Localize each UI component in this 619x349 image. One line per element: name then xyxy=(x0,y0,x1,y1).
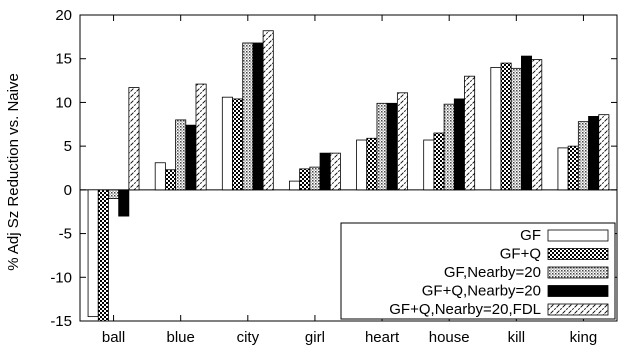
bar-king-1 xyxy=(567,145,579,191)
bar-blue-1 xyxy=(164,169,176,191)
y-tick-label: -10 xyxy=(50,269,72,286)
bar-kill-0 xyxy=(490,67,502,191)
bar-ball-3 xyxy=(118,189,130,217)
bars xyxy=(87,30,610,322)
bar-girl-3 xyxy=(319,152,331,191)
bar-girl-1 xyxy=(299,168,311,191)
y-tick-label: 15 xyxy=(55,51,72,68)
bar-house-0 xyxy=(423,139,435,191)
bar-blue-0 xyxy=(154,162,166,191)
legend-label: GF,Nearby=20 xyxy=(444,264,541,281)
ticks: -15 -10 -5 0 5 10 15 20 ball blue city girl heart hou… xyxy=(50,7,617,346)
bar-girl-0 xyxy=(289,180,301,191)
legend-swatch xyxy=(547,285,609,297)
bar-city-1 xyxy=(232,98,244,191)
legend-swatch xyxy=(547,248,609,260)
legend-label: GF+Q,Nearby=20,FDL xyxy=(389,301,541,318)
bar-girl-2 xyxy=(309,166,321,191)
x-tick-label-house: house xyxy=(429,329,470,346)
bar-heart-2 xyxy=(376,102,388,191)
bar-house-2 xyxy=(443,103,455,191)
bar-king-2 xyxy=(577,121,589,191)
x-tick-label-girl: girl xyxy=(305,329,325,346)
y-tick-label: 10 xyxy=(55,94,72,111)
bar-king-4 xyxy=(598,114,610,191)
bar-blue-3 xyxy=(185,124,197,191)
bar-city-4 xyxy=(262,30,274,191)
x-tick-label-blue: blue xyxy=(167,329,195,346)
bar-heart-4 xyxy=(396,92,408,191)
bar-ball-2 xyxy=(108,189,120,200)
bar-kill-2 xyxy=(510,67,522,191)
bar-girl-4 xyxy=(329,152,341,191)
y-tick-label: 20 xyxy=(55,7,72,24)
bar-house-4 xyxy=(464,75,476,191)
y-axis-label: % Adj Sz Reduction vs. Naive xyxy=(5,73,22,271)
x-tick-label-city: city xyxy=(237,329,260,346)
bar-city-3 xyxy=(252,42,264,191)
bar-city-2 xyxy=(242,42,254,191)
x-tick-label-kill: kill xyxy=(508,329,526,346)
bar-kill-1 xyxy=(500,62,512,191)
bar-heart-3 xyxy=(386,102,398,191)
legend-swatch xyxy=(547,303,609,316)
bar-ball-1 xyxy=(97,189,109,322)
legend-swatch xyxy=(547,266,609,279)
y-tick-label: -15 xyxy=(50,313,72,330)
bar-kill-3 xyxy=(521,55,533,191)
bar-house-1 xyxy=(433,132,445,191)
legend-label: GF+Q,Nearby=20 xyxy=(422,283,541,300)
bar-blue-4 xyxy=(195,83,207,191)
y-tick-label: -5 xyxy=(59,226,72,243)
bar-kill-4 xyxy=(531,59,543,191)
plot-frame xyxy=(79,14,618,322)
bar-ball-0 xyxy=(87,189,99,318)
bar-heart-1 xyxy=(366,137,378,191)
legend-label: GF+Q xyxy=(500,246,541,263)
bar-king-3 xyxy=(588,116,600,191)
x-tick-label-heart: heart xyxy=(365,329,400,346)
x-tick-label-ball: ball xyxy=(102,329,125,346)
bar-city-0 xyxy=(221,96,233,191)
legend-swatch xyxy=(547,229,609,242)
legend-label: GF xyxy=(520,227,541,244)
y-tick-label: 0 xyxy=(64,182,72,199)
bar-blue-2 xyxy=(175,119,187,191)
bar-ball-4 xyxy=(128,87,140,191)
x-tick-label-king: king xyxy=(570,329,598,346)
bar-house-3 xyxy=(453,98,465,191)
y-tick-label: 5 xyxy=(64,138,72,155)
bar-king-0 xyxy=(557,147,569,191)
legend: GF GF+QGF,Nearby=20 GF+Q,Nearby=20GF+Q,Nea… xyxy=(340,222,616,320)
bar-heart-0 xyxy=(356,139,368,191)
